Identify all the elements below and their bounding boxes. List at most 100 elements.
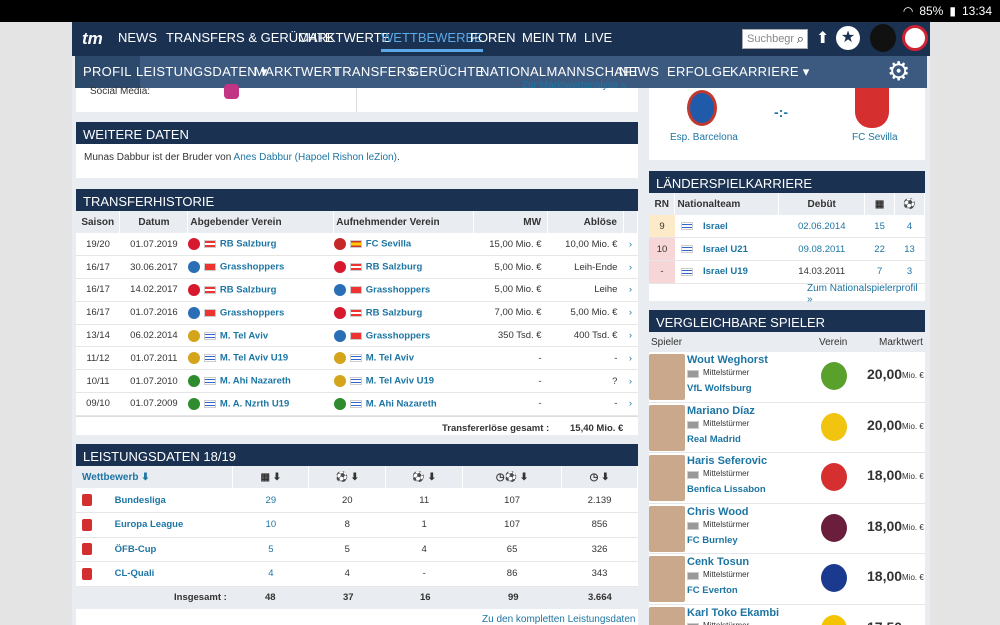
to-club-link[interactable]: M. Tel Aviv U19 (365, 375, 435, 387)
club-crest-icon[interactable] (333, 352, 346, 365)
chevron-right-icon[interactable]: › (623, 346, 638, 371)
club-crest-icon[interactable] (821, 564, 847, 592)
club-badge-icon[interactable] (870, 24, 896, 52)
club-crest-icon[interactable] (333, 238, 346, 251)
player-photo[interactable] (649, 505, 685, 552)
from-club-link[interactable]: M. Tel Aviv (219, 330, 269, 342)
from-club-link[interactable]: Grasshoppers (219, 307, 285, 319)
transfer-row[interactable]: 19/20 01.07.2019 RB Salzburg FC Sevilla … (76, 233, 638, 257)
transfer-row[interactable]: 16/17 14.02.2017 RB Salzburg Grasshopper… (76, 278, 638, 302)
nav-item-wettbewerbe[interactable]: WETTBEWERBE (381, 30, 483, 52)
transfer-row[interactable]: 10/11 01.07.2010 M. Ahi Nazareth M. Tel … (76, 369, 638, 394)
comparable-player-row[interactable]: Haris Seferovic Mittelstürmer Benfica Li… (649, 453, 925, 504)
user-avatar[interactable] (902, 25, 928, 51)
player-photo[interactable] (649, 404, 685, 451)
chevron-right-icon[interactable]: › (623, 233, 638, 257)
club-crest-icon[interactable] (333, 306, 346, 319)
from-club-link[interactable]: M. Ahi Nazareth (219, 375, 291, 387)
competition-logo-icon[interactable] (82, 567, 92, 580)
to-club-link[interactable]: Grasshoppers (365, 284, 431, 296)
nav-item-mein-tm[interactable]: MEIN TM (522, 30, 577, 45)
club-crest-icon[interactable] (187, 375, 200, 388)
comparable-player-row[interactable]: Cenk Tosun Mittelstürmer FC Everton 18,0… (649, 554, 925, 605)
competition-link[interactable]: CL-Quali (114, 568, 155, 580)
chevron-right-icon[interactable]: › (623, 278, 638, 302)
chevron-right-icon[interactable]: › (623, 392, 638, 416)
national-team-link[interactable]: Israel (702, 220, 728, 232)
player-photo[interactable] (649, 556, 685, 602)
nav-item-marktwerte[interactable]: MARKTWERTE (298, 30, 391, 45)
to-club-link[interactable]: M. Ahi Nazareth (365, 398, 437, 410)
player-name-link[interactable]: Haris Seferovic (687, 455, 768, 467)
player-name-link[interactable]: Karl Toko Ekambi (687, 606, 780, 619)
club-crest-icon[interactable] (333, 261, 346, 274)
nav-item-foren[interactable]: FOREN (470, 30, 516, 45)
home-team-name[interactable]: Esp. Barcelona (670, 132, 738, 143)
player-club-link[interactable]: Real Madrid (687, 433, 741, 445)
club-crest-icon[interactable] (187, 352, 200, 365)
player-name-link[interactable]: Cenk Tosun (687, 556, 750, 568)
comparable-player-row[interactable]: Mariano Díaz Mittelstürmer Real Madrid 2… (649, 403, 925, 453)
player-name-link[interactable]: Mariano Díaz (687, 404, 755, 417)
club-crest-icon[interactable] (821, 412, 847, 441)
instagram-icon[interactable] (224, 84, 239, 99)
club-crest-icon[interactable] (187, 238, 200, 251)
comparable-player-row[interactable]: Chris Wood Mittelstürmer FC Burnley 18,0… (649, 504, 925, 554)
subnav-marktwert[interactable]: MARKTWERT (254, 64, 341, 79)
subnav-geruechte[interactable]: GERÜCHTE (409, 64, 485, 79)
competition-logo-icon[interactable] (82, 543, 92, 556)
club-crest-icon[interactable] (187, 329, 200, 342)
to-club-link[interactable]: RB Salzburg (365, 307, 423, 319)
chevron-right-icon[interactable]: › (623, 324, 638, 348)
nav-item-live[interactable]: LIVE (584, 30, 613, 45)
away-team-name[interactable]: FC Sevilla (852, 132, 898, 143)
to-club-link[interactable]: RB Salzburg (365, 261, 423, 273)
brother-link[interactable]: Anes Dabbur (Hapoel Rishon leZion) (233, 152, 397, 163)
assists-column-icon[interactable]: ⚽ ⬇ (385, 466, 464, 488)
star-icon[interactable]: ★ (836, 26, 860, 50)
player-club-link[interactable]: VfL Wolfsburg (687, 383, 752, 394)
match-result[interactable]: -:- (774, 104, 788, 120)
club-crest-icon[interactable] (333, 329, 346, 342)
national-team-link[interactable]: Israel U21 (702, 243, 748, 255)
national-team-link[interactable]: Israel U19 (702, 266, 748, 278)
games-column-icon[interactable]: ▦ ⬇ (232, 466, 310, 488)
from-club-link[interactable]: RB Salzburg (219, 284, 277, 296)
chevron-right-icon[interactable]: › (623, 255, 638, 280)
full-stats-link[interactable]: Zu den kompletten Leistungsdaten » (482, 614, 636, 625)
club-crest-icon[interactable] (333, 397, 346, 410)
search-input[interactable]: Suchbegr ⌕ (742, 29, 808, 49)
subnav-news[interactable]: NEWS (619, 64, 660, 79)
to-club-link[interactable]: M. Tel Aviv (365, 352, 414, 364)
competition-logo-icon[interactable] (82, 518, 92, 531)
transfer-row[interactable]: 13/14 06.02.2014 M. Tel Aviv Grasshopper… (76, 324, 638, 348)
chevron-right-icon[interactable]: › (623, 301, 638, 325)
club-crest-icon[interactable] (821, 513, 847, 542)
to-club-link[interactable]: Grasshoppers (365, 330, 431, 342)
transfer-row[interactable]: 16/17 30.06.2017 Grasshoppers RB Salzbur… (76, 255, 638, 280)
club-crest-icon[interactable] (333, 283, 346, 296)
club-crest-icon[interactable] (187, 306, 200, 319)
player-club-link[interactable]: FC Burnley (687, 534, 738, 546)
chevron-right-icon[interactable]: › (623, 369, 638, 394)
minutes-per-goal-column-icon[interactable]: ◷⚽ ⬇ (462, 466, 563, 488)
club-crest-icon[interactable] (187, 397, 200, 410)
from-club-link[interactable]: M. A. Nzrth U19 (219, 398, 290, 410)
player-photo[interactable] (649, 354, 685, 400)
club-crest-icon[interactable] (187, 283, 200, 296)
minutes-column-icon[interactable]: ◷ ⬇ (561, 466, 638, 488)
site-logo[interactable]: tm (82, 29, 103, 48)
club-crest-icon[interactable] (821, 614, 847, 625)
transfer-row[interactable]: 16/17 01.07.2016 Grasshoppers RB Salzbur… (76, 301, 638, 325)
wettbewerb-sort[interactable]: Wettbewerb (82, 471, 139, 483)
club-crest-icon[interactable] (821, 362, 847, 390)
comparable-player-row[interactable]: Wout Weghorst Mittelstürmer VfL Wolfsbur… (649, 352, 925, 403)
sevilla-crest-icon[interactable] (855, 88, 889, 128)
transfer-row[interactable]: 11/12 01.07.2011 M. Tel Aviv U19 M. Tel … (76, 346, 638, 371)
competition-logo-icon[interactable] (82, 494, 92, 506)
subnav-erfolge[interactable]: ERFOLGE (667, 64, 732, 79)
from-club-link[interactable]: M. Tel Aviv U19 (219, 352, 289, 364)
subnav-transfers[interactable]: TRANSFERS (334, 64, 416, 79)
competition-link[interactable]: Bundesliga (114, 494, 166, 506)
club-crest-icon[interactable] (821, 463, 847, 491)
